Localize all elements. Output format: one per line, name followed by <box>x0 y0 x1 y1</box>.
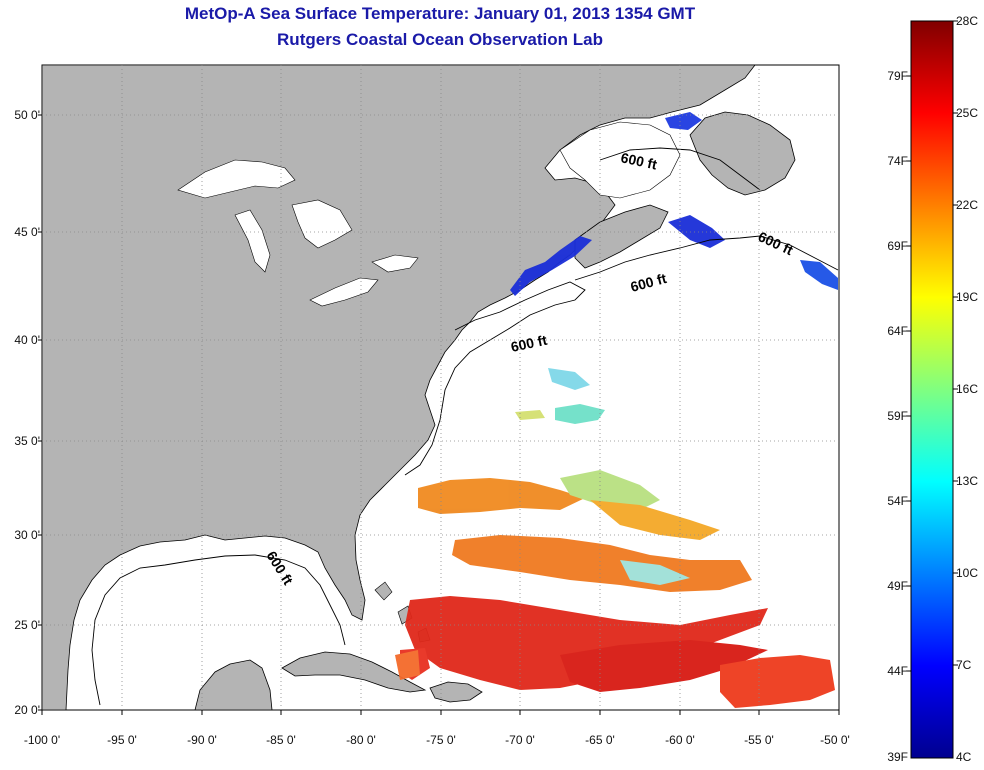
colorbar-label-c: 22C <box>956 198 979 212</box>
isobath-600ft <box>91 147 839 706</box>
lake-superior <box>177 159 296 199</box>
isobath-label: 600 ft <box>509 332 548 355</box>
lat-label: 35 0' <box>14 434 40 448</box>
colorbar-label-f: 79F <box>887 69 908 83</box>
land-hispaniola <box>429 681 483 703</box>
lon-label: -85 0' <box>266 733 296 747</box>
lat-label: 40 0' <box>14 333 40 347</box>
map-title: MetOp-A Sea Surface Temperature: January… <box>184 4 696 23</box>
lon-label: -100 0' <box>23 733 61 747</box>
colorbar-label-c: 25C <box>956 106 979 120</box>
gulf-st-lawrence <box>559 121 681 199</box>
axis-ticks <box>38 114 840 715</box>
colorbar-label-f: 64F <box>887 324 908 338</box>
land-yucatan <box>194 659 273 710</box>
lon-label: -70 0' <box>505 733 535 747</box>
lon-label: -65 0' <box>585 733 615 747</box>
colorbar-label-f: 59F <box>887 409 908 423</box>
lat-label: 30 0' <box>14 528 40 542</box>
colorbar-ticks <box>906 20 958 672</box>
lat-label: 50 0' <box>14 108 40 122</box>
lon-label: -90 0' <box>187 733 217 747</box>
colorbar-label-c: 16C <box>956 382 979 396</box>
lon-label: -80 0' <box>346 733 376 747</box>
colorbar-label-f: 39F <box>887 750 908 764</box>
colorbar-label-f: 69F <box>887 239 908 253</box>
isobath-label: 600 ft <box>619 149 658 172</box>
map-subtitle: Rutgers Coastal Ocean Observation Lab <box>277 30 603 49</box>
colorbar-label-c: 7C <box>956 658 972 672</box>
lat-label: 45 0' <box>14 225 40 239</box>
temperature-colorbar <box>910 20 954 759</box>
colorbar-label-c: 10C <box>956 566 979 580</box>
colorbar-label-c: 4C <box>956 750 972 764</box>
land-north-america <box>42 65 756 710</box>
colorbar-label-f: 44F <box>887 664 908 678</box>
colorbar-label-c: 13C <box>956 474 979 488</box>
colorbar-label-f: 49F <box>887 579 908 593</box>
lon-label: -50 0' <box>820 733 850 747</box>
lat-label: 20 0' <box>14 703 40 717</box>
lon-label: -55 0' <box>744 733 774 747</box>
sst-data-layer <box>395 112 838 708</box>
lake-erie-ontario <box>309 254 419 307</box>
land-nova-scotia <box>574 204 669 269</box>
colorbar-label-c: 19C <box>956 290 979 304</box>
grid-lines <box>42 65 839 710</box>
colorbar-label-f: 74F <box>887 154 908 168</box>
colorbar-label-c: 28C <box>956 14 979 28</box>
land-newfoundland <box>689 111 796 196</box>
colorbar-label-f: 54F <box>887 494 908 508</box>
lake-michigan-huron <box>234 199 353 273</box>
lat-label: 25 0' <box>14 618 40 632</box>
lon-label: -60 0' <box>665 733 695 747</box>
lon-label: -95 0' <box>107 733 137 747</box>
land-cuba <box>281 651 427 693</box>
lon-label: -75 0' <box>426 733 456 747</box>
